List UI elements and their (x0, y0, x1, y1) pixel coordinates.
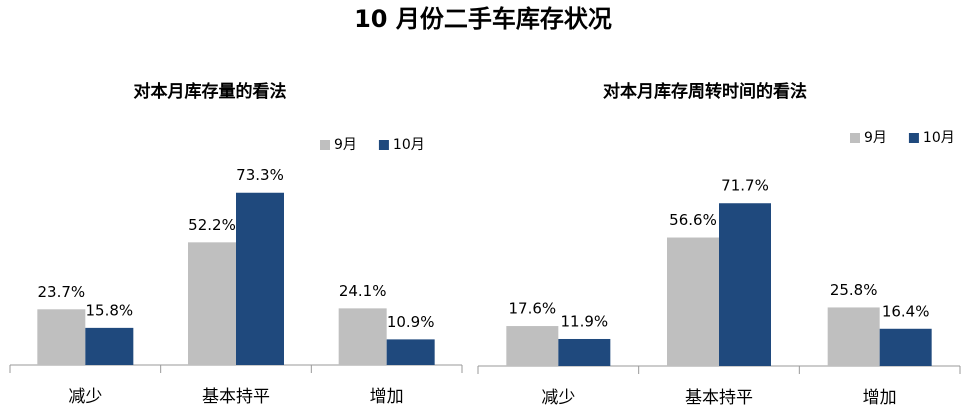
bar (827, 307, 880, 366)
bar (338, 308, 387, 365)
bar (85, 327, 134, 365)
bar (506, 326, 559, 366)
x-tick-label: 增加 (863, 388, 897, 408)
x-tick-label: 基本持平 (685, 388, 753, 408)
data-label: 24.1% (339, 282, 387, 300)
page-title: 10 月份二手车库存状况 (354, 5, 612, 33)
data-label: 10.9% (387, 313, 435, 331)
bar (719, 203, 771, 366)
chart-title: 对本月库存量的看法 (134, 81, 287, 102)
legend-swatch (320, 140, 330, 150)
data-label: 73.3% (236, 166, 284, 184)
data-label: 23.7% (38, 283, 86, 301)
chart-title: 对本月库存周转时间的看法 (603, 81, 807, 102)
x-tick-label: 增加 (370, 387, 404, 407)
data-label: 56.6% (669, 211, 717, 229)
data-label: 15.8% (86, 301, 134, 319)
data-label: 16.4% (882, 302, 930, 320)
legend-swatch (378, 140, 389, 150)
legend-swatch (908, 133, 919, 143)
data-label: 71.7% (721, 177, 769, 195)
legend-label: 10月 (393, 137, 425, 153)
x-tick-label: 减少 (541, 388, 575, 408)
bar (667, 237, 719, 366)
data-label: 11.9% (561, 312, 609, 330)
bar (188, 242, 236, 365)
bar (558, 338, 611, 366)
x-tick-label: 减少 (68, 387, 102, 407)
legend-swatch (850, 133, 860, 143)
bar (37, 309, 86, 365)
legend-label: 10月 (923, 130, 955, 146)
bar (879, 328, 932, 366)
bar (386, 339, 435, 365)
data-label: 52.2% (188, 216, 236, 234)
data-label: 17.6% (509, 300, 557, 318)
data-label: 25.8% (830, 281, 878, 299)
x-tick-label: 基本持平 (202, 387, 270, 407)
bar (236, 192, 284, 365)
legend-label: 9月 (334, 137, 357, 153)
legend-label: 9月 (864, 130, 887, 146)
